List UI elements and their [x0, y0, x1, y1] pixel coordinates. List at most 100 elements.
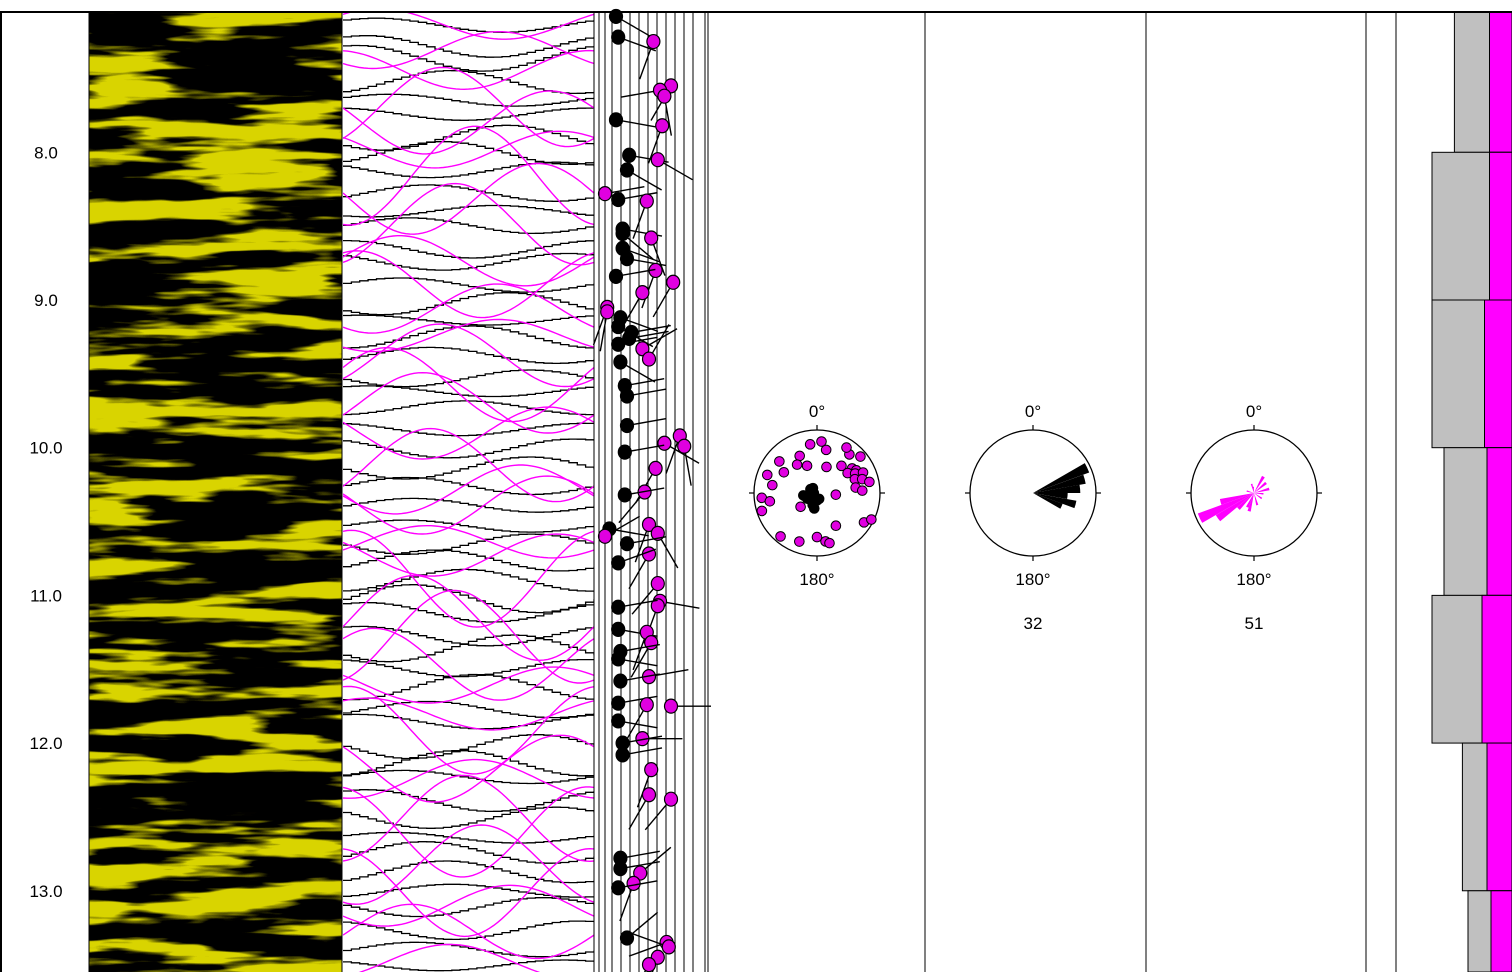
fracture-sinusoid: [343, 529, 594, 628]
bedding-sinusoid: [343, 35, 594, 58]
bedding-sinusoid: [343, 325, 594, 349]
tadpole-bedding-point: [619, 536, 635, 552]
bedding-sinusoid: [343, 700, 594, 719]
bedding-sinusoid: [343, 346, 594, 365]
tadpole-fracture-point: [648, 460, 663, 476]
rose-fracture-petal: [1254, 481, 1267, 493]
stereonet-fracture-pole: [774, 456, 785, 467]
rose-fracture-petal: [1250, 483, 1254, 493]
bedding-sinusoid: [343, 568, 594, 592]
bedding-sinusoid: [343, 107, 594, 121]
tadpole-fracture-point: [597, 528, 613, 544]
stereonet-fracture-pole: [801, 460, 813, 472]
stereonet-fracture-pole: [841, 442, 852, 453]
tadpole-fracture-point: [650, 575, 665, 592]
stereonet-fracture-pole: [866, 514, 877, 525]
fracture-sinusoid: [343, 162, 594, 235]
stereonet-bedding-pole: [807, 482, 819, 494]
tadpole-bedding-point: [611, 651, 626, 667]
stereonet-fracture-pole: [836, 460, 847, 472]
bedding-sinusoid: [343, 959, 594, 972]
fracture-sinusoid: [343, 283, 594, 334]
fracture-sinusoid: [343, 346, 594, 423]
bedding-sinusoid: [343, 422, 594, 437]
bedding-sinusoid: [343, 497, 594, 513]
tadpole-bedding-point: [611, 599, 626, 615]
tadpole-fracture-point: [650, 152, 665, 168]
rose-fracture-petal: [1197, 493, 1254, 523]
fracture-sinusoid: [343, 574, 594, 662]
tadpole-fracture-point: [635, 285, 650, 301]
bedding-sinusoid: [343, 124, 594, 151]
stereonet-fracture-pole: [820, 444, 832, 456]
rose-fracture-petal: [1254, 493, 1259, 506]
stereonet-fracture-pole: [795, 501, 806, 513]
stereonet-fracture-pole: [856, 485, 868, 496]
rose-bedding-petal: [1033, 493, 1068, 499]
fracture-sinusoid: [343, 90, 594, 155]
fracture-sinusoid: [343, 903, 594, 960]
bedding-sinusoid: [343, 549, 594, 572]
stereonet-bedding-pole: [813, 493, 825, 505]
tadpole-bedding-point: [611, 880, 626, 896]
tadpole-fracture-point: [641, 516, 657, 533]
depth-tick-label: 9.0: [34, 291, 58, 310]
tadpole-fracture-point: [633, 865, 648, 881]
tadpole-fracture-point: [657, 88, 672, 104]
tadpole-bedding-point: [611, 191, 626, 208]
tadpole-bedding-point: [619, 388, 635, 404]
tadpole-bedding-point: [613, 861, 628, 877]
fracture-sinusoid: [343, 533, 594, 577]
fracture-sinusoid: [343, 786, 594, 878]
bedding-sinusoid: [343, 920, 594, 941]
fracture-sinusoid: [343, 884, 594, 927]
bedding-sinusoid: [343, 941, 594, 958]
bedding-sinusoid: [343, 252, 594, 271]
rose-fracture-south-label: 180°: [1236, 570, 1271, 589]
bedding-sinusoid: [343, 658, 594, 678]
depth-axis: 8.0 9.0 10.0 11.0 12.0 13.0: [29, 143, 62, 900]
tadpole-fracture-point: [677, 438, 692, 454]
tadpole-fracture-point: [646, 33, 661, 50]
track-frame: [0, 11, 1512, 972]
bedding-sinusoid: [343, 841, 594, 864]
rose-fracture-north-label: 0°: [1246, 402, 1262, 421]
bedding-sinusoid: [343, 385, 594, 398]
bedding-sinusoid: [343, 897, 594, 918]
rose-fracture-petal: [1254, 475, 1265, 493]
bar-magenta: [1486, 742, 1512, 892]
bedding-sinusoid: [343, 749, 594, 777]
rose-bedding: 0° 180° 32: [965, 402, 1101, 633]
tadpole-fracture-point: [663, 791, 679, 807]
bedding-sinusoid: [343, 369, 594, 388]
bar-magenta: [1489, 11, 1512, 153]
fracture-sinusoid: [343, 125, 594, 226]
tadpole-fracture-point: [639, 697, 654, 713]
depth-tick-label: 8.0: [34, 143, 58, 162]
bedding-sinusoid: [343, 769, 594, 785]
fracture-sinusoid: [343, 371, 594, 434]
depth-tick-label: 12.0: [29, 734, 62, 753]
tadpole-fracture-point: [597, 186, 613, 202]
stereonet-fracture-pole: [778, 467, 790, 478]
bedding-sinusoid: [343, 806, 594, 829]
rose-bedding-petal: [1033, 463, 1090, 493]
fracture-sinusoid: [343, 318, 594, 353]
tadpole-fracture-point: [635, 341, 650, 357]
fracture-sinusoid: [343, 774, 594, 863]
bedding-sinusoid: [343, 456, 594, 480]
bedding-sinusoid: [343, 184, 594, 202]
depth-tick-label: 13.0: [29, 882, 62, 901]
fracture-sinusoid: [343, 525, 594, 559]
fracture-sinusoid: [358, 943, 541, 972]
tadpole-bedding-point: [611, 713, 626, 729]
bar-magenta: [1489, 151, 1512, 301]
rose-bedding-petal: [1033, 493, 1077, 509]
tadpole-bedding-point: [619, 162, 635, 178]
tadpole-bedding-point: [615, 747, 630, 763]
tadpole-bedding-point: [617, 444, 632, 460]
bedding-sinusoid: [343, 533, 594, 555]
bedding-sinusoid: [343, 141, 594, 165]
bedding-sinusoid: [343, 277, 594, 293]
fracture-sinusoid: [343, 323, 594, 388]
